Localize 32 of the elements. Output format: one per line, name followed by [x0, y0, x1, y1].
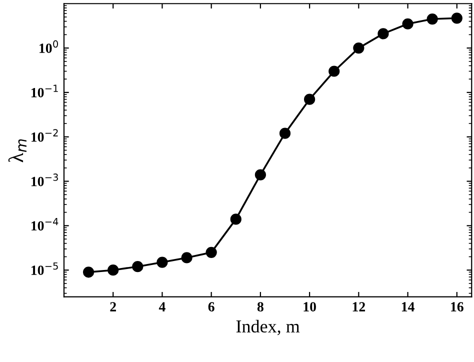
- point: [279, 128, 291, 139]
- point: [206, 246, 217, 258]
- y-axis-title: λ$_{m}$: [8, 139, 26, 162]
- point: [108, 264, 119, 276]
- x-tick-label: 2: [110, 302, 116, 312]
- point: [254, 169, 266, 180]
- point: [451, 12, 462, 24]
- point: [353, 42, 364, 54]
- x-tick-label: 8: [257, 302, 264, 312]
- point: [132, 261, 144, 272]
- point: [82, 266, 94, 278]
- y-tick-label: 10$^{−5}$: [31, 262, 58, 275]
- point: [328, 66, 340, 77]
- x-tick-label: 16: [451, 302, 464, 312]
- x-tick-label: 10: [304, 302, 316, 312]
- x-tick-label: 14: [402, 302, 414, 312]
- point: [378, 28, 389, 40]
- x-tick-label: 4: [158, 302, 166, 312]
- point: [402, 18, 414, 30]
- x-axis-title: Index, m: [236, 320, 300, 336]
- x-tick-label: 6: [208, 302, 214, 312]
- x-tick-label: 12: [352, 302, 366, 312]
- point: [230, 214, 242, 225]
- y-tick-label: 10$^{−4}$: [31, 218, 58, 231]
- point: [304, 94, 316, 105]
- y-tick-label: 10$^{−1}$: [31, 84, 58, 98]
- y-tick-label: 10$^{−2}$: [31, 129, 58, 142]
- point: [426, 13, 438, 25]
- point: [181, 252, 192, 264]
- y-tick-label: 10$^{−3}$: [31, 174, 58, 186]
- y-tick-label: 10$^{0}$: [40, 40, 58, 53]
- point: [156, 256, 168, 268]
